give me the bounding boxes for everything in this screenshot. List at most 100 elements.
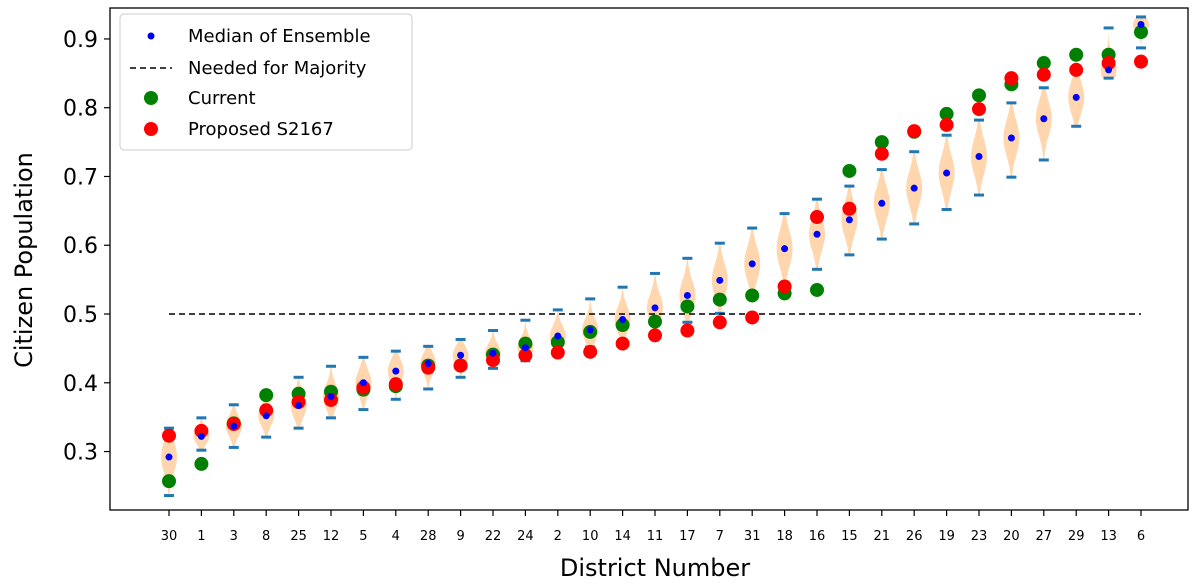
x-tick-label: 13 (1100, 529, 1117, 544)
point-proposed-s2167-district-14 (615, 336, 630, 351)
point-median-of-ensemble-district-21 (878, 199, 886, 207)
point-current-district-23 (972, 88, 986, 103)
x-tick-label: 9 (456, 529, 464, 544)
point-proposed-s2167-district-22 (486, 353, 500, 368)
point-proposed-s2167-district-7 (712, 315, 727, 330)
point-current-district-31 (745, 288, 760, 303)
point-median-of-ensemble-district-13 (1105, 66, 1113, 74)
x-tick-label: 21 (874, 529, 891, 544)
violin-district-29 (1068, 58, 1085, 127)
x-tick-label: 20 (1003, 529, 1020, 544)
point-current-district-27 (1036, 56, 1051, 71)
point-proposed-s2167-district-2 (550, 345, 565, 360)
point-current-district-14 (615, 318, 630, 333)
point-median-of-ensemble-district-17 (683, 291, 691, 299)
point-proposed-s2167-district-8 (259, 403, 274, 418)
point-median-of-ensemble-district-1 (197, 432, 205, 440)
point-median-of-ensemble-district-7 (716, 276, 724, 284)
point-median-of-ensemble-district-5 (359, 379, 367, 387)
x-axis-ticks: 30 1 3 8 25 12 5 4 28 9 22 24 2 10 14 11 17 7 31 18 16 15 21 26… (161, 510, 1145, 544)
legend-label-majority: Needed for Majority (188, 58, 367, 79)
point-proposed-s2167-district-24 (518, 348, 533, 363)
point-current-district-11 (648, 314, 662, 329)
y-axis-label: Citizen Population (10, 152, 38, 368)
point-median-of-ensemble-district-12 (327, 393, 335, 401)
point-median-of-ensemble-district-30 (165, 453, 173, 461)
point-proposed-s2167-district-28 (421, 360, 436, 375)
point-current-district-1 (194, 456, 209, 471)
point-proposed-s2167-district-27 (1036, 67, 1051, 82)
point-median-of-ensemble-district-22 (489, 349, 497, 357)
y-tick-label: 0.5 (63, 303, 98, 328)
y-tick-label: 0.7 (63, 165, 98, 190)
point-median-of-ensemble-district-4 (392, 367, 400, 375)
legend-marker-median (147, 32, 155, 40)
point-median-of-ensemble-district-26 (910, 184, 918, 192)
point-proposed-s2167-district-11 (648, 328, 662, 343)
x-tick-label: 30 (161, 529, 178, 544)
point-median-of-ensemble-district-23 (975, 153, 983, 161)
point-proposed-s2167-district-5 (356, 380, 371, 395)
point-proposed-s2167-district-21 (874, 146, 889, 161)
point-current-district-21 (874, 135, 889, 150)
point-proposed-s2167-district-17 (680, 323, 695, 338)
x-tick-label: 11 (647, 529, 664, 544)
point-median-of-ensemble-district-19 (943, 169, 951, 177)
point-median-of-ensemble-district-18 (781, 245, 789, 253)
x-tick-label: 29 (1068, 529, 1085, 544)
legend-label-current: Current (188, 88, 256, 109)
point-proposed-s2167-district-16 (810, 210, 824, 225)
legend: Median of Ensemble Needed for Majority C… (119, 13, 413, 151)
point-proposed-s2167-district-31 (745, 310, 760, 325)
x-tick-label: 19 (938, 529, 955, 544)
x-tick-label: 26 (906, 529, 923, 544)
point-median-of-ensemble-district-6 (1137, 21, 1145, 29)
violin-district-4 (387, 351, 404, 400)
point-median-of-ensemble-district-2 (554, 332, 562, 340)
point-median-of-ensemble-district-16 (813, 230, 821, 238)
point-proposed-s2167-district-10 (583, 344, 598, 359)
legend-marker-current (144, 91, 158, 105)
y-tick-label: 0.6 (63, 234, 98, 259)
x-tick-label: 17 (679, 529, 696, 544)
x-tick-label: 3 (230, 529, 238, 544)
x-tick-label: 24 (517, 529, 534, 544)
point-current-district-19 (939, 106, 954, 121)
point-proposed-s2167-district-4 (388, 377, 403, 392)
point-median-of-ensemble-district-28 (424, 360, 432, 368)
point-proposed-s2167-district-29 (1069, 62, 1084, 77)
x-tick-label: 22 (485, 529, 502, 544)
x-tick-label: 1 (197, 529, 205, 544)
point-median-of-ensemble-district-15 (845, 216, 853, 224)
x-tick-label: 25 (290, 529, 307, 544)
points (162, 21, 1148, 489)
x-tick-label: 16 (809, 529, 826, 544)
x-tick-label: 31 (744, 529, 761, 544)
y-axis-ticks: 0.3 0.4 0.5 0.6 0.7 0.8 0.9 (63, 28, 110, 466)
x-axis-label: District Number (560, 554, 750, 582)
x-tick-label: 7 (716, 529, 724, 544)
point-median-of-ensemble-district-10 (586, 326, 594, 334)
x-tick-label: 8 (262, 529, 270, 544)
point-proposed-s2167-district-20 (1004, 71, 1019, 86)
y-tick-label: 0.9 (63, 28, 98, 53)
point-current-district-16 (810, 282, 824, 297)
point-proposed-s2167-district-26 (907, 124, 922, 139)
point-median-of-ensemble-district-3 (230, 422, 238, 430)
legend-label-proposed: Proposed S2167 (188, 119, 334, 140)
point-current-district-30 (162, 474, 176, 489)
point-current-district-24 (518, 336, 533, 351)
x-tick-label: 5 (359, 529, 367, 544)
violin-district-30 (161, 428, 177, 496)
x-tick-label: 28 (420, 529, 437, 544)
point-current-district-7 (712, 292, 727, 307)
point-median-of-ensemble-district-14 (619, 316, 627, 324)
point-median-of-ensemble-district-8 (262, 412, 270, 420)
x-tick-label: 14 (614, 529, 631, 544)
plot-frame (109, 7, 1189, 511)
point-median-of-ensemble-district-25 (295, 401, 303, 409)
y-tick-label: 0.8 (63, 97, 98, 122)
point-median-of-ensemble-district-11 (651, 304, 659, 312)
point-median-of-ensemble-district-20 (1007, 134, 1015, 142)
point-current-district-29 (1069, 47, 1084, 62)
